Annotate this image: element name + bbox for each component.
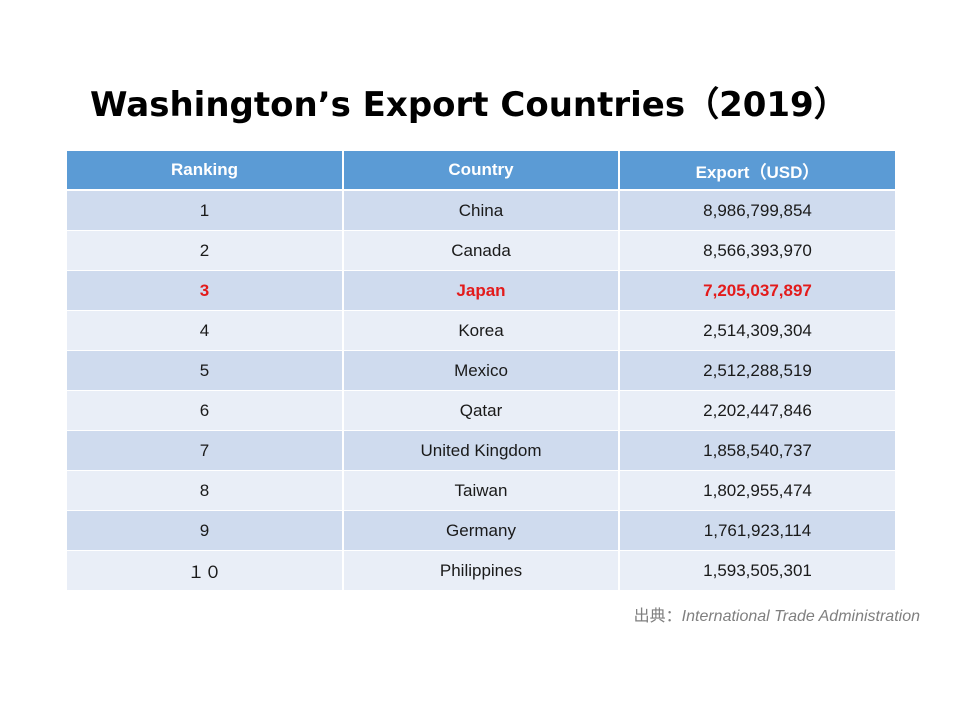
country-cell: Germany [342, 510, 620, 551]
country-cell: Canada [342, 230, 620, 271]
export-cell: 1,858,540,737 [618, 430, 895, 471]
source-name: International Trade Administration [681, 608, 920, 625]
source-citation: 出典：International Trade Administration [634, 602, 920, 626]
ranking-cell: 1 [67, 190, 344, 231]
table-row: 4 Korea 2,514,309,304 [67, 310, 895, 351]
country-cell: United Kingdom [342, 430, 620, 471]
export-cell: 8,986,799,854 [618, 190, 895, 231]
table-header-row: Ranking Country Export（USD） [67, 151, 895, 191]
table-row: １０ Philippines 1,593,505,301 [67, 550, 895, 591]
slide-title: Washington’s Export Countries（2019） [90, 85, 848, 125]
export-cell: 1,761,923,114 [618, 510, 895, 551]
table-row: 1 China 8,986,799,854 [67, 190, 895, 231]
export-countries-table: Ranking Country Export（USD） 1 China 8,98… [67, 151, 895, 591]
ranking-cell: １０ [67, 550, 344, 591]
header-ranking: Ranking [67, 151, 344, 191]
export-cell: 2,514,309,304 [618, 310, 895, 351]
ranking-cell: 7 [67, 430, 344, 471]
export-cell: 2,202,447,846 [618, 390, 895, 431]
export-cell: 8,566,393,970 [618, 230, 895, 271]
country-cell: Korea [342, 310, 620, 351]
header-export-usd: Export（USD） [618, 151, 895, 191]
ranking-cell: 8 [67, 470, 344, 511]
export-cell: 2,512,288,519 [618, 350, 895, 391]
country-cell: Philippines [342, 550, 620, 591]
table-row: 2 Canada 8,566,393,970 [67, 230, 895, 271]
table-row: 5 Mexico 2,512,288,519 [67, 350, 895, 391]
header-country: Country [342, 151, 620, 191]
country-cell: Mexico [342, 350, 620, 391]
table-row: 6 Qatar 2,202,447,846 [67, 390, 895, 431]
source-prefix: 出典： [633, 608, 682, 625]
export-cell: 1,593,505,301 [618, 550, 895, 591]
export-cell: 7,205,037,897 [618, 270, 895, 311]
country-cell: Japan [342, 270, 620, 311]
country-cell: Qatar [342, 390, 620, 431]
table-row: 8 Taiwan 1,802,955,474 [67, 470, 895, 511]
country-cell: China [342, 190, 620, 231]
ranking-cell: 4 [67, 310, 344, 351]
ranking-cell: 6 [67, 390, 344, 431]
export-cell: 1,802,955,474 [618, 470, 895, 511]
ranking-cell: 3 [67, 270, 344, 311]
ranking-cell: 5 [67, 350, 344, 391]
table-row-highlighted: 3 Japan 7,205,037,897 [67, 270, 895, 311]
country-cell: Taiwan [342, 470, 620, 511]
ranking-cell: 9 [67, 510, 344, 551]
table-row: 7 United Kingdom 1,858,540,737 [67, 430, 895, 471]
ranking-cell: 2 [67, 230, 344, 271]
table-row: 9 Germany 1,761,923,114 [67, 510, 895, 551]
